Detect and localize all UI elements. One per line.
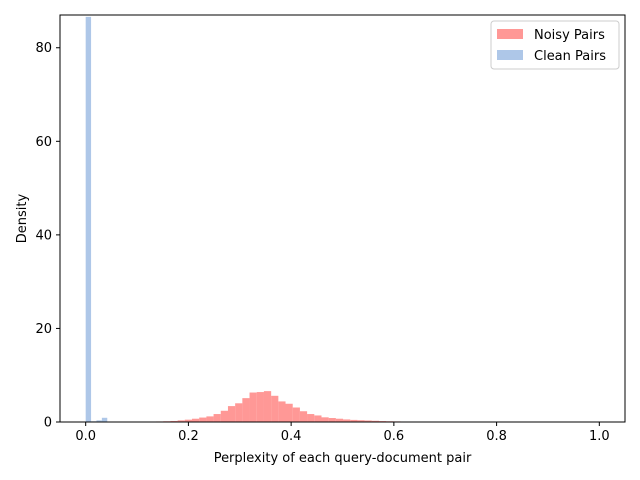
bar-noisy-pairs-26: [321, 417, 329, 422]
bar-clean-pairs-3: [101, 417, 108, 422]
x-axis: 0.0 0.2 0.4 0.6 0.8 1.0: [75, 422, 610, 444]
bar-noisy-pairs-9: [199, 417, 207, 422]
bar-noisy-pairs-14: [235, 403, 243, 422]
legend-label-noisy-pairs: Noisy Pairs: [534, 28, 605, 43]
bars-layer: [85, 16, 495, 422]
bar-noisy-pairs-8: [192, 418, 200, 422]
bar-noisy-pairs-31: [357, 420, 365, 422]
bar-noisy-pairs-29: [343, 419, 351, 422]
x-tick-label: 0.8: [486, 429, 507, 444]
y-axis-label: Density: [15, 193, 30, 243]
bar-noisy-pairs-25: [314, 415, 322, 422]
bar-noisy-pairs-10: [206, 416, 214, 422]
bar-noisy-pairs-33: [371, 420, 380, 422]
bar-noisy-pairs-15: [242, 398, 250, 422]
x-tick-label: 0.6: [384, 429, 405, 444]
bar-noisy-pairs-32: [364, 420, 372, 422]
bar-noisy-pairs-6: [177, 420, 185, 422]
legend-swatch-clean-pairs: [497, 50, 523, 60]
plot-frame: [59, 14, 626, 423]
bar-noisy-pairs-13: [227, 406, 236, 422]
bar-noisy-pairs-17: [256, 392, 264, 422]
bar-clean-pairs-0: [85, 16, 92, 422]
bar-noisy-pairs-16: [249, 392, 257, 422]
legend: Noisy Pairs Clean Pairs: [490, 20, 620, 70]
x-tick-label: 1.0: [589, 429, 610, 444]
bar-noisy-pairs-28: [335, 418, 344, 422]
y-tick-label: 80: [35, 41, 52, 56]
bar-noisy-pairs-20: [278, 401, 286, 422]
y-tick-label: 0: [44, 416, 52, 431]
legend-swatch-noisy-pairs: [497, 29, 523, 39]
bar-noisy-pairs-11: [213, 414, 221, 422]
x-tick-label: 0.4: [281, 429, 302, 444]
x-tick-label: 0.0: [75, 429, 96, 444]
bar-noisy-pairs-7: [184, 419, 193, 422]
legend-label-clean-pairs: Clean Pairs: [534, 49, 606, 64]
x-axis-label: Perplexity of each query-document pair: [214, 451, 472, 466]
bar-noisy-pairs-21: [285, 403, 293, 422]
bar-noisy-pairs-12: [220, 410, 229, 422]
bar-noisy-pairs-22: [292, 407, 300, 422]
bar-clean-pairs-2: [96, 420, 102, 422]
bar-noisy-pairs-27: [328, 418, 336, 422]
y-axis: 0 20 40 60 80: [35, 41, 60, 431]
bar-noisy-pairs-5: [170, 420, 178, 422]
bar-noisy-pairs-30: [350, 419, 358, 422]
y-tick-label: 60: [35, 135, 52, 150]
bar-noisy-pairs-19: [271, 395, 279, 422]
y-tick-label: 40: [35, 228, 52, 243]
bar-noisy-pairs-24: [307, 414, 315, 422]
x-tick-label: 0.2: [178, 429, 199, 444]
y-tick-label: 20: [35, 322, 52, 337]
bar-noisy-pairs-23: [299, 411, 308, 422]
bar-noisy-pairs-18: [263, 391, 272, 422]
